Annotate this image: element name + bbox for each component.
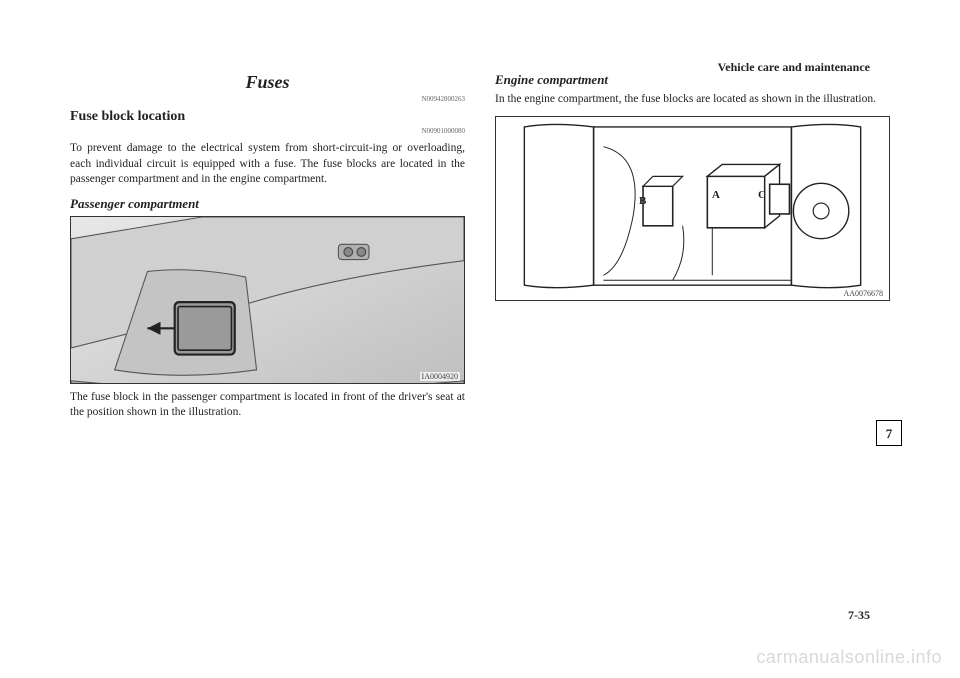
chapter-tab: 7: [876, 420, 902, 446]
figure-code: AA0076678: [841, 289, 885, 298]
section-title: Fuse block location: [70, 109, 465, 125]
watermark: carmanualsonline.info: [756, 647, 942, 668]
subsection-title: Passenger compartment: [70, 196, 465, 212]
figure-caption: The fuse block in the passenger compartm…: [70, 390, 465, 421]
left-column: Fuses N00942800263 Fuse block location N…: [70, 72, 465, 421]
reference-code: N00901000080: [70, 127, 465, 135]
passenger-illustration: [71, 217, 464, 384]
body-paragraph: To prevent damage to the electrical syst…: [70, 141, 465, 188]
figure-code: IA0004920: [420, 372, 460, 381]
right-column: Engine compartment In the engine compart…: [495, 72, 890, 421]
header-category: Vehicle care and maintenance: [718, 60, 870, 75]
content-columns: Fuses N00942800263 Fuse block location N…: [70, 72, 890, 421]
fuse-label-c: C: [758, 189, 766, 201]
reference-code: N00942800263: [70, 95, 465, 103]
fuse-label-b: B: [639, 195, 646, 207]
body-paragraph: In the engine compartment, the fuse bloc…: [495, 92, 890, 108]
fuse-label-a: A: [712, 189, 720, 201]
passenger-compartment-figure: IA0004920: [70, 216, 465, 384]
main-title: Fuses: [70, 72, 465, 93]
page-number: 7-35: [848, 608, 870, 623]
manual-page: Vehicle care and maintenance Fuses N0094…: [0, 0, 960, 678]
engine-illustration: [496, 117, 889, 300]
engine-compartment-figure: B A C AA0076678: [495, 116, 890, 301]
